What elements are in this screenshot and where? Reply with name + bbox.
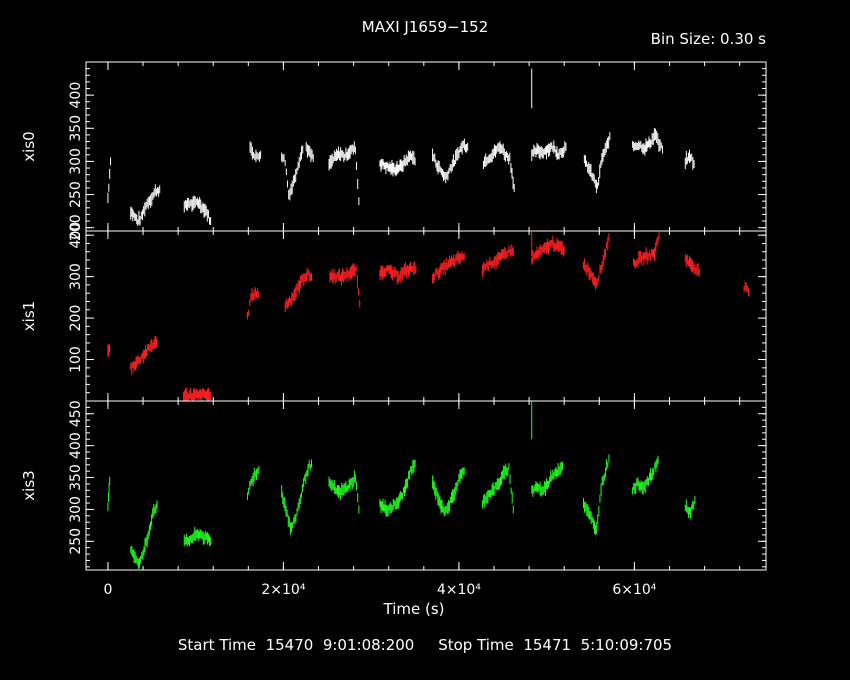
xis1-y-tick-label: 300 — [68, 263, 84, 290]
xis0-y-tick-label: 250 — [68, 181, 84, 208]
xis3-y-tick-label: 400 — [68, 432, 84, 459]
xis0-y-tick-label: 400 — [68, 82, 84, 109]
xis0-axis-label: xis0 — [20, 131, 38, 161]
time-range-footer: Start Time 15470 9:01:08:200 Stop Time 1… — [0, 636, 850, 654]
xis1-axis-label: xis1 — [20, 301, 38, 331]
xis1-y-tick-label: 100 — [68, 346, 84, 373]
bin-size-label: Bin Size: 0.30 s — [650, 30, 766, 48]
xis3-axis-label: xis3 — [20, 470, 38, 500]
xis3-y-tick-label: 450 — [68, 400, 84, 427]
xis3-panel-frame — [85, 400, 767, 571]
xis0-y-tick-label: 350 — [68, 115, 84, 142]
start-time-label: Start Time — [177, 636, 257, 654]
x-tick-label: 6×10⁴ — [612, 582, 656, 598]
xis3-y-tick-label: 350 — [68, 464, 84, 491]
xis0-y-tick-label: 200 — [68, 214, 84, 241]
stop-time-value: 15471 5:10:09:705 — [523, 636, 673, 654]
x-tick-label: 4×10⁴ — [437, 582, 481, 598]
xis1-y-tick-label: 200 — [68, 305, 84, 332]
xis3-y-tick-label: 250 — [68, 528, 84, 555]
x-tick-label: 0 — [103, 582, 112, 598]
start-time-value: 15470 9:01:08:200 — [265, 636, 415, 654]
xis3-y-tick-label: 300 — [68, 496, 84, 523]
stop-time-label: Stop Time — [438, 636, 514, 654]
x-tick-label: 2×10⁴ — [261, 582, 305, 598]
xis1-y-tick-label: 400 — [68, 222, 84, 249]
x-axis-label: Time (s) — [383, 600, 445, 618]
xis0-y-tick-label: 300 — [68, 148, 84, 175]
xis1-panel-frame — [85, 230, 767, 402]
plot-title: MAXI J1659−152 — [361, 18, 489, 36]
